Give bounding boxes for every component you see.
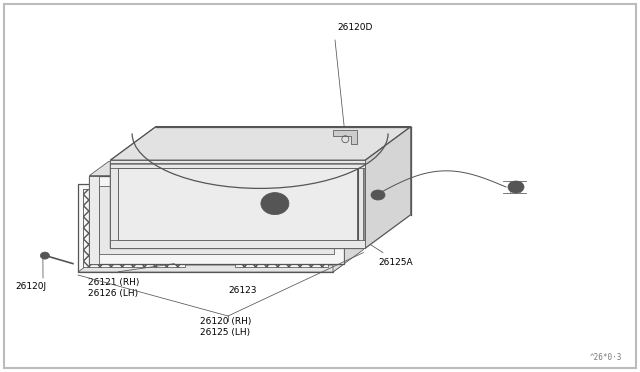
Polygon shape — [78, 184, 333, 272]
Text: 26125A: 26125A — [378, 257, 413, 267]
Polygon shape — [99, 186, 334, 254]
Ellipse shape — [508, 181, 524, 193]
Ellipse shape — [40, 252, 49, 259]
Polygon shape — [357, 160, 365, 248]
Polygon shape — [235, 189, 328, 267]
Polygon shape — [365, 126, 411, 248]
Polygon shape — [83, 189, 328, 267]
Text: 26120D: 26120D — [337, 23, 372, 32]
Ellipse shape — [261, 193, 289, 215]
Polygon shape — [333, 177, 342, 272]
Polygon shape — [90, 176, 99, 264]
Polygon shape — [110, 240, 365, 248]
Text: 26123: 26123 — [229, 286, 257, 295]
Text: 26120J: 26120J — [15, 282, 46, 291]
Ellipse shape — [371, 190, 385, 200]
Text: 26125 (LH): 26125 (LH) — [200, 328, 250, 337]
Polygon shape — [344, 161, 364, 264]
Polygon shape — [90, 176, 344, 264]
Polygon shape — [333, 130, 357, 144]
Polygon shape — [110, 126, 411, 160]
Polygon shape — [110, 160, 118, 248]
Polygon shape — [78, 265, 342, 272]
Polygon shape — [83, 189, 185, 267]
Text: ^26*0·3: ^26*0·3 — [589, 353, 622, 362]
Text: 26120 (RH): 26120 (RH) — [200, 317, 252, 326]
Polygon shape — [110, 160, 365, 168]
Polygon shape — [118, 168, 357, 240]
Text: 26121 (RH): 26121 (RH) — [88, 278, 140, 287]
Text: 26126 (LH): 26126 (LH) — [88, 289, 138, 298]
Polygon shape — [110, 160, 365, 248]
Polygon shape — [90, 161, 364, 176]
